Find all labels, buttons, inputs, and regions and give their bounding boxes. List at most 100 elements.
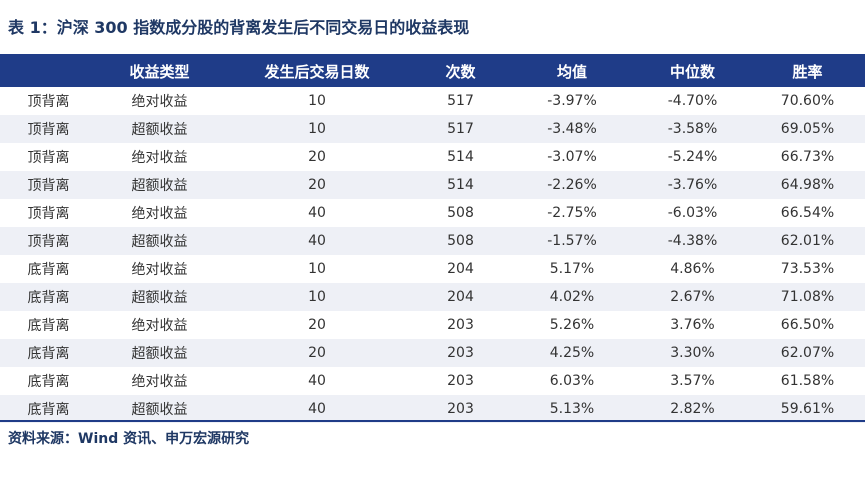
table-row: 顶背离 超额收益 20 514 -2.26% -3.76% 64.98% bbox=[0, 171, 865, 199]
median-cell: -4.70% bbox=[667, 93, 718, 109]
table-bottom-rule bbox=[0, 420, 865, 422]
return-type-cell: 超额收益 bbox=[97, 227, 222, 255]
table-title: 表 1：沪深 300 指数成分股的背离发生后不同交易日的收益表现 bbox=[8, 18, 470, 37]
win-rate-cell: 62.01% bbox=[750, 227, 865, 255]
return-type-cell: 绝对收益 bbox=[131, 206, 188, 222]
mean-cell: -3.97% bbox=[547, 93, 597, 109]
divergence-cell: 底背离 bbox=[27, 262, 70, 278]
trading-days-cell: 20 bbox=[222, 171, 412, 199]
mean-cell: 6.03% bbox=[549, 373, 595, 389]
header-divergence bbox=[0, 56, 97, 87]
divergence-cell: 底背离 bbox=[0, 339, 97, 367]
win-rate-cell: 66.50% bbox=[780, 317, 835, 333]
return-type-cell: 绝对收益 bbox=[131, 374, 188, 390]
return-type-cell: 超额收益 bbox=[97, 395, 222, 423]
table-row: 顶背离 绝对收益 20 514 -3.07% -5.24% 66.73% bbox=[0, 143, 865, 171]
count-cell: 203 bbox=[447, 373, 474, 389]
divergence-cell: 底背离 bbox=[27, 374, 70, 390]
divergence-cell: 顶背离 bbox=[27, 206, 70, 222]
win-rate-cell: 69.05% bbox=[750, 115, 865, 143]
return-type-cell: 超额收益 bbox=[97, 283, 222, 311]
count-cell: 203 bbox=[412, 339, 509, 367]
median-cell: -5.24% bbox=[667, 149, 718, 165]
table-row: 顶背离 绝对收益 10 517 -3.97% -4.70% 70.60% bbox=[0, 87, 865, 115]
median-cell: 2.67% bbox=[635, 283, 750, 311]
table-top-rule bbox=[0, 54, 865, 56]
divergence-cell: 顶背离 bbox=[27, 150, 70, 166]
header-count: 次数 bbox=[412, 56, 509, 87]
trading-days-cell: 10 bbox=[222, 283, 412, 311]
table-row: 顶背离 超额收益 40 508 -1.57% -4.38% 62.01% bbox=[0, 227, 865, 255]
trading-days-cell: 20 bbox=[222, 339, 412, 367]
win-rate-cell: 64.98% bbox=[750, 171, 865, 199]
count-cell: 508 bbox=[447, 205, 474, 221]
trading-days-cell: 20 bbox=[308, 149, 326, 165]
returns-table: 收益类型 发生后交易日数 次数 均值 中位数 胜率 顶背离 绝对收益 10 517 -3… bbox=[0, 56, 865, 423]
win-rate-cell: 59.61% bbox=[750, 395, 865, 423]
trading-days-cell: 40 bbox=[222, 395, 412, 423]
median-cell: -3.76% bbox=[635, 171, 750, 199]
table-row: 底背离 绝对收益 20 203 5.26% 3.76% 66.50% bbox=[0, 311, 865, 339]
divergence-cell: 底背离 bbox=[0, 283, 97, 311]
trading-days-cell: 40 bbox=[308, 373, 326, 389]
table-body: 顶背离 绝对收益 10 517 -3.97% -4.70% 70.60% 顶背离 超额收益 10 5… bbox=[0, 87, 865, 423]
table-row: 底背离 超额收益 10 204 4.02% 2.67% 71.08% bbox=[0, 283, 865, 311]
median-cell: 3.76% bbox=[670, 317, 715, 333]
divergence-cell: 顶背离 bbox=[27, 94, 70, 110]
return-type-cell: 超额收益 bbox=[97, 339, 222, 367]
source-note: 资料来源：Wind 资讯、申万宏源研究 bbox=[8, 431, 250, 447]
mean-cell: 5.13% bbox=[509, 395, 635, 423]
return-type-cell: 超额收益 bbox=[97, 115, 222, 143]
trading-days-cell: 20 bbox=[308, 317, 326, 333]
return-type-cell: 绝对收益 bbox=[131, 94, 188, 110]
mean-cell: -3.48% bbox=[509, 115, 635, 143]
count-cell: 514 bbox=[412, 171, 509, 199]
win-rate-cell: 61.58% bbox=[780, 373, 835, 389]
count-cell: 514 bbox=[447, 149, 474, 165]
mean-cell: -2.75% bbox=[547, 205, 597, 221]
divergence-cell: 底背离 bbox=[0, 395, 97, 423]
win-rate-cell: 70.60% bbox=[780, 93, 835, 109]
mean-cell: -2.26% bbox=[509, 171, 635, 199]
median-cell: -3.58% bbox=[635, 115, 750, 143]
count-cell: 203 bbox=[412, 395, 509, 423]
median-cell: 2.82% bbox=[635, 395, 750, 423]
header-return-type: 收益类型 bbox=[97, 56, 222, 87]
mean-cell: 5.17% bbox=[549, 261, 595, 277]
return-type-cell: 绝对收益 bbox=[131, 150, 188, 166]
table-row: 顶背离 超额收益 10 517 -3.48% -3.58% 69.05% bbox=[0, 115, 865, 143]
win-rate-cell: 66.73% bbox=[780, 149, 835, 165]
median-cell: 3.30% bbox=[635, 339, 750, 367]
table-row: 底背离 绝对收益 10 204 5.17% 4.86% 73.53% bbox=[0, 255, 865, 283]
median-cell: 3.57% bbox=[670, 373, 715, 389]
header-mean: 均值 bbox=[509, 56, 635, 87]
table-row: 底背离 超额收益 20 203 4.25% 3.30% 62.07% bbox=[0, 339, 865, 367]
trading-days-cell: 40 bbox=[308, 205, 326, 221]
trading-days-cell: 10 bbox=[308, 261, 326, 277]
win-rate-cell: 66.54% bbox=[780, 205, 835, 221]
header-win-rate: 胜率 bbox=[750, 56, 865, 87]
mean-cell: -1.57% bbox=[509, 227, 635, 255]
divergence-cell: 底背离 bbox=[27, 318, 70, 334]
count-cell: 203 bbox=[447, 317, 474, 333]
table-row: 底背离 超额收益 40 203 5.13% 2.82% 59.61% bbox=[0, 395, 865, 423]
table-row: 底背离 绝对收益 40 203 6.03% 3.57% 61.58% bbox=[0, 367, 865, 395]
median-cell: -4.38% bbox=[635, 227, 750, 255]
median-cell: 4.86% bbox=[670, 261, 715, 277]
win-rate-cell: 73.53% bbox=[780, 261, 835, 277]
divergence-cell: 顶背离 bbox=[0, 171, 97, 199]
count-cell: 517 bbox=[447, 93, 474, 109]
count-cell: 204 bbox=[412, 283, 509, 311]
win-rate-cell: 71.08% bbox=[750, 283, 865, 311]
return-type-cell: 超额收益 bbox=[97, 171, 222, 199]
divergence-cell: 顶背离 bbox=[0, 227, 97, 255]
mean-cell: 5.26% bbox=[549, 317, 595, 333]
table-row: 顶背离 绝对收益 40 508 -2.75% -6.03% 66.54% bbox=[0, 199, 865, 227]
return-type-cell: 绝对收益 bbox=[131, 262, 188, 278]
return-type-cell: 绝对收益 bbox=[131, 318, 188, 334]
header-median: 中位数 bbox=[635, 56, 750, 87]
count-cell: 517 bbox=[412, 115, 509, 143]
trading-days-cell: 40 bbox=[222, 227, 412, 255]
trading-days-cell: 10 bbox=[308, 93, 326, 109]
header-trading-days: 发生后交易日数 bbox=[222, 56, 412, 87]
